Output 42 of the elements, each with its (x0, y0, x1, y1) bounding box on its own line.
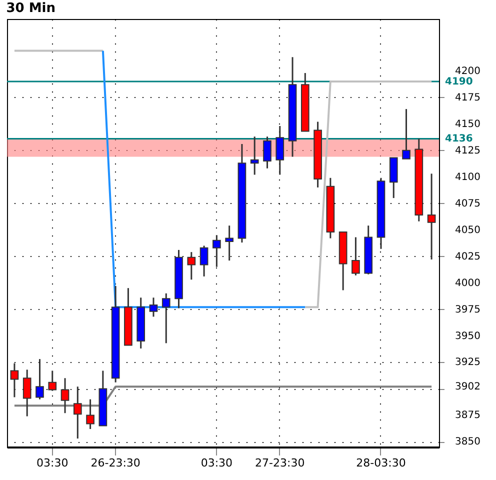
candlestick (36, 358, 44, 400)
candlestick (60, 377, 70, 414)
x-tick-label: 28-03:30 (356, 456, 406, 470)
y-tick-label: 4175 (455, 92, 480, 104)
candlestick (263, 136, 272, 170)
y-tick-label: 3925 (455, 357, 480, 368)
ref-line-label: 4136 (445, 134, 473, 145)
candlestick (402, 108, 410, 160)
x-tick-label: 26-23:30 (90, 456, 140, 470)
x-tick-label: 03:30 (36, 456, 68, 470)
candlestick (10, 362, 19, 398)
y-tick-label: 4025 (455, 251, 480, 262)
candlestick (48, 370, 57, 392)
chart-title: 30 Min (6, 1, 56, 16)
candlestick (22, 368, 32, 418)
candlestick (149, 296, 158, 318)
candlestick (276, 125, 284, 176)
y-tick-label: 3975 (455, 304, 480, 316)
y-tick-label: 3875 (455, 410, 480, 422)
candlestick (86, 398, 94, 430)
y-tick-label: 4000 (455, 278, 480, 289)
y-tick-label: 4100 (455, 172, 480, 183)
y-tick-label: 4200 (455, 66, 480, 77)
y-tick-label: 4150 (455, 118, 480, 130)
ref-line-label: 4190 (445, 76, 473, 88)
candlestick (427, 172, 436, 260)
candlestick (225, 224, 234, 262)
y-tick-label: 4125 (455, 145, 480, 156)
candlestick (200, 244, 208, 278)
y-tick-label: 3950 (455, 330, 480, 342)
candlestick (250, 136, 259, 176)
candlestick (212, 234, 221, 268)
candlestick (187, 251, 196, 280)
y-tick-label: 3902 (455, 382, 480, 393)
candlestick (162, 292, 170, 344)
candlestick (73, 386, 82, 440)
candlestick (352, 236, 360, 276)
y-tick-label: 3850 (455, 436, 480, 448)
y-tick-label: 4075 (455, 198, 480, 210)
y-tick-label: 4050 (455, 224, 480, 236)
x-tick-label: 03:30 (200, 456, 233, 470)
x-tick-label: 27-23:30 (255, 456, 305, 470)
